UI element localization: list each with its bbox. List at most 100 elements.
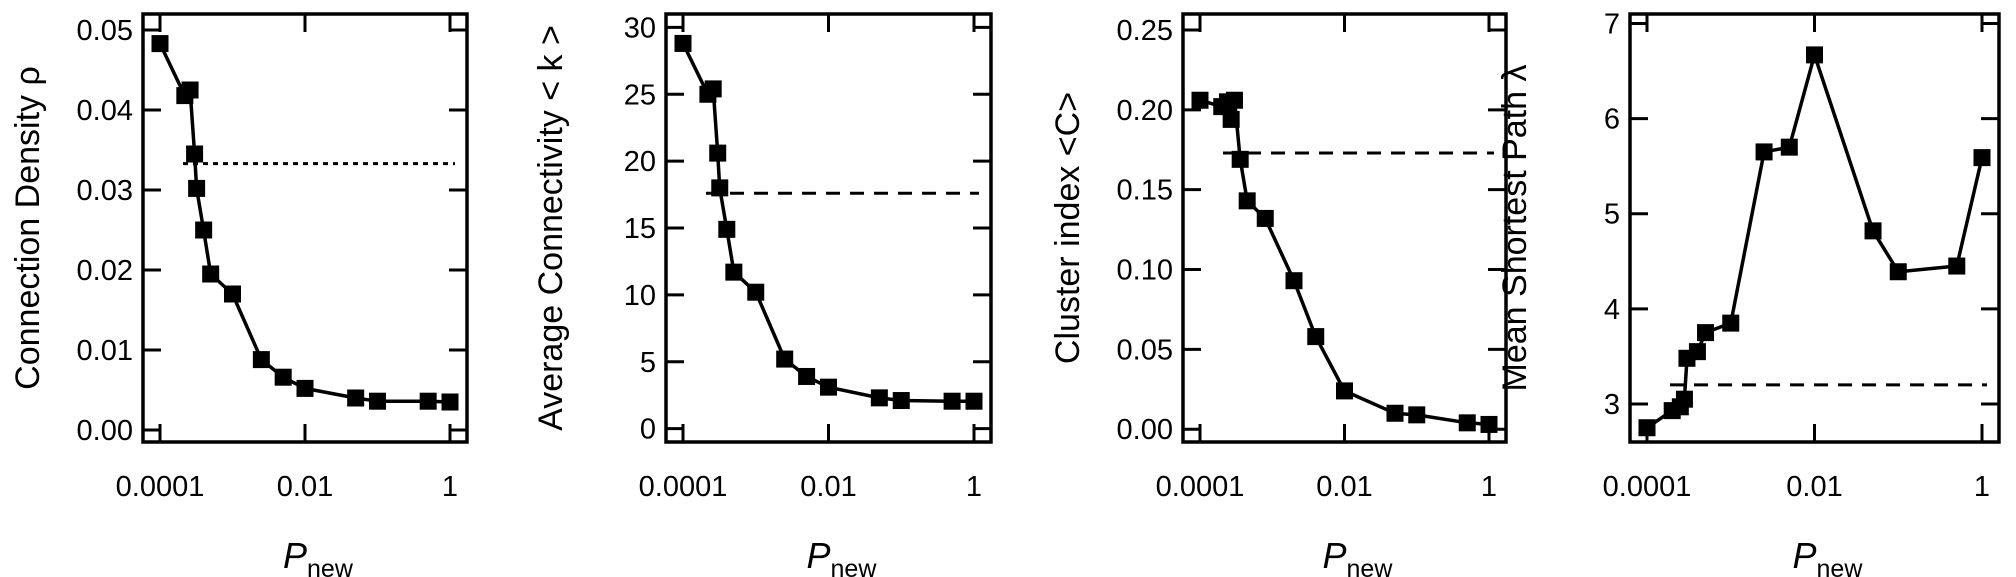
y-axis-title: Mean Shortest Path λ [1496, 65, 1534, 392]
data-point-marker [195, 221, 213, 239]
y-tick-label: 4 [1604, 294, 1620, 326]
panel-average-connectivity: 0 5 10 15 20 25 30 0.0001 0.01 1 Average Connectiv… [532, 12, 993, 577]
data-point-marker [1722, 314, 1740, 332]
data-point-marker [1480, 415, 1498, 433]
data-point-marker [718, 220, 736, 238]
x-axis-title-main: P [807, 535, 831, 576]
y-tick-label: 30 [624, 12, 656, 44]
x-axis-title-main: P [283, 535, 307, 576]
plot-frame [664, 12, 993, 444]
data-point-marker [1755, 143, 1773, 161]
data-point-marker [943, 392, 961, 410]
x-tick-label: 1 [442, 471, 458, 503]
series-line [1646, 53, 1984, 430]
data-point-marker [892, 392, 910, 410]
x-axis-title: Pnew [1323, 535, 1394, 577]
data-point-marker [704, 80, 722, 98]
x-axis-title: Pnew [283, 535, 354, 577]
data-point-marker [1225, 91, 1243, 109]
data-point-marker [369, 392, 386, 410]
x-tick-label: 1 [1481, 471, 1497, 503]
data-point-marker [1256, 209, 1274, 227]
y-tick-label: 10 [624, 280, 656, 312]
data-point-marker [188, 179, 206, 197]
data-point-marker [1638, 419, 1656, 437]
x-tick-label: 0.0001 [1603, 471, 1692, 503]
y-tick-label: 0.00 [1117, 414, 1173, 446]
panel-mean-shortest-path: 3 4 5 6 7 0.0001 0.01 1 Mean Shortest Path λ Pnew [1496, 9, 2001, 577]
x-axis-title-subscript: new [831, 555, 878, 577]
data-point-marker [1688, 343, 1706, 361]
x-axis-title: Pnew [807, 535, 878, 577]
data-point-marker [747, 283, 765, 301]
panel-connection-density: 0.00 0.01 0.02 0.03 0.04 0.05 0.0001 0.01 1 Conne… [9, 12, 469, 577]
y-tick-label: 0.20 [1117, 95, 1173, 127]
data-point-marker [419, 392, 437, 410]
y-tick-label: 20 [624, 146, 656, 178]
data-point-marker [1191, 91, 1209, 109]
y-tick-label: 0.05 [77, 15, 133, 47]
data-point-marker [725, 263, 743, 281]
data-point-marker [274, 368, 292, 386]
data-point-marker [1408, 406, 1426, 424]
data-point-marker [674, 34, 692, 52]
data-point-marker [1222, 110, 1240, 128]
x-tick-label: 0.0001 [639, 471, 728, 503]
x-tick-label: 0.01 [800, 471, 856, 503]
data-point-marker [202, 265, 220, 283]
y-tick-label: 5 [1604, 199, 1620, 231]
data-point-marker [1458, 414, 1476, 432]
data-point-marker [820, 378, 837, 396]
data-point-marker [1336, 382, 1353, 400]
data-point-marker [1780, 138, 1798, 156]
plot-frame [141, 12, 469, 444]
data-point-marker [711, 179, 729, 197]
y-tick-label: 0.05 [1117, 334, 1173, 366]
x-tick-label: 0.01 [277, 471, 333, 503]
x-tick-label: 0.0001 [1156, 471, 1245, 503]
x-axis-title-main: P [1323, 535, 1347, 576]
data-point-marker [441, 393, 459, 411]
y-axis-title: Cluster index <C> [1049, 92, 1087, 364]
data-point-marker [1806, 46, 1823, 64]
y-tick-label: 0.04 [77, 95, 133, 127]
data-point-marker [1864, 222, 1882, 240]
data-point-marker [1973, 149, 1991, 167]
y-tick-label: 5 [640, 347, 656, 379]
panel-cluster-index: 0.00 0.05 0.10 0.15 0.20 0.25 0.0001 0.01 1 Clust… [1049, 12, 1508, 577]
data-point-marker [709, 144, 727, 162]
y-tick-label: 3 [1604, 389, 1620, 421]
data-point-marker [347, 389, 365, 407]
x-axis-title-subscript: new [1347, 555, 1394, 577]
data-point-marker [224, 285, 241, 303]
data-point-marker [1238, 192, 1256, 210]
x-tick-label: 0.01 [1316, 471, 1372, 503]
x-tick-label: 0.01 [1786, 471, 1842, 503]
data-point-marker [296, 379, 314, 397]
y-tick-label: 0.01 [77, 335, 133, 367]
x-axis-title-subscript: new [307, 555, 354, 577]
data-point-marker [1231, 150, 1249, 168]
data-point-marker [252, 351, 270, 369]
y-tick-label: 0.03 [77, 175, 133, 207]
y-tick-label: 0.10 [1117, 255, 1173, 287]
y-tick-label: 7 [1604, 9, 1620, 41]
data-point-marker [1307, 328, 1325, 346]
data-point-marker [1285, 272, 1303, 290]
x-tick-label: 0.0001 [116, 471, 205, 503]
data-point-marker [1889, 263, 1907, 281]
data-point-marker [151, 35, 169, 53]
data-point-marker [1697, 324, 1715, 342]
data-point-marker [776, 350, 794, 368]
x-axis-title-main: P [1793, 535, 1817, 576]
y-tick-label: 0.15 [1117, 175, 1173, 207]
y-axis-title: Average Connectivity < k > [532, 25, 570, 431]
x-tick-label: 1 [966, 471, 982, 503]
data-point-marker [870, 389, 888, 407]
series-line [1199, 98, 1490, 427]
y-tick-label: 6 [1604, 104, 1620, 136]
data-point-marker [1948, 257, 1966, 275]
data-point-marker [1386, 404, 1404, 422]
y-tick-label: 25 [624, 79, 656, 111]
